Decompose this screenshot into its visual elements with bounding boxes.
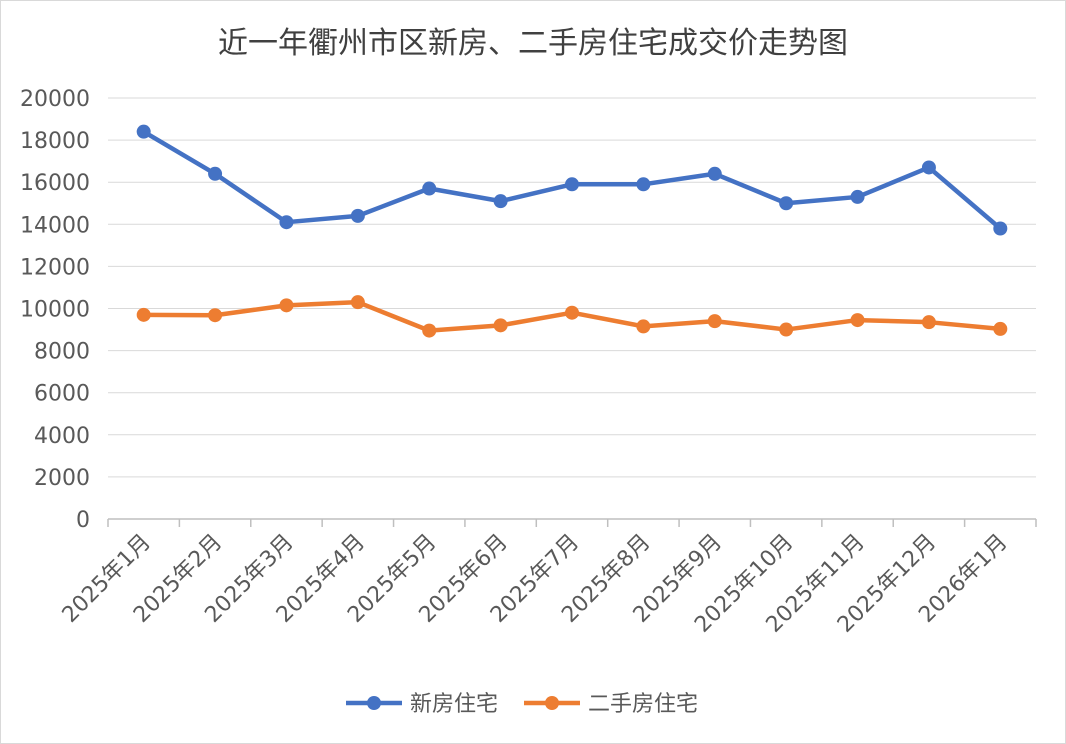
y-axis-ticks: 0 2000 4000 6000 8000 10000 12000 14000 16000 180… [20,87,90,533]
data-point [707,314,722,329]
data-point [850,189,865,204]
data-point [779,196,794,211]
data-point [350,295,365,310]
data-point [921,160,936,175]
y-tick-label: 16000 [20,171,90,196]
legend-label: 新房住宅 [410,692,498,717]
y-tick-label: 2000 [34,466,90,491]
y-tick-label: 4000 [34,424,90,449]
y-tick-label: 18000 [20,129,90,154]
data-point [136,307,151,322]
x-axis-ticks: 2025年1月2025年2月2025年3月2025年4月2025年5月2025年… [58,530,1013,638]
data-point [565,305,579,320]
legend-item: 新房住宅 [346,692,498,717]
series-2 [136,295,1008,338]
axes [107,518,1037,527]
y-tick-label: 20000 [20,87,90,112]
chart-title: 近一年衢州市区新房、二手房住宅成交价走势图 [218,26,848,61]
data-point [636,177,651,192]
legend-label: 二手房住宅 [588,692,698,717]
legend: 新房住宅 二手房住宅 [346,692,698,717]
data-point [208,166,223,181]
legend-marker [367,696,381,710]
y-tick-label: 0 [76,508,90,533]
data-point [850,313,865,328]
data-point [993,321,1008,336]
data-point [279,215,294,230]
series-1 [136,124,1008,236]
y-tick-label: 14000 [20,213,90,238]
series-group [136,124,1008,338]
y-tick-label: 12000 [20,255,90,280]
data-point [779,322,794,337]
data-point [993,221,1008,236]
y-tick-label: 10000 [20,298,90,323]
y-tick-label: 6000 [34,382,90,407]
data-point [350,208,365,223]
y-tick-label: 8000 [34,340,90,365]
gridlines [108,97,1036,478]
legend-item: 二手房住宅 [524,692,698,717]
legend-marker [545,696,559,710]
data-point [921,315,936,330]
data-point [279,298,294,313]
data-point [208,308,223,323]
data-point [136,124,151,139]
data-point [636,319,651,334]
data-point [493,318,508,333]
data-point [493,194,508,209]
data-point [565,177,579,192]
data-point [707,166,722,181]
data-point [422,323,437,338]
data-point [422,181,437,196]
